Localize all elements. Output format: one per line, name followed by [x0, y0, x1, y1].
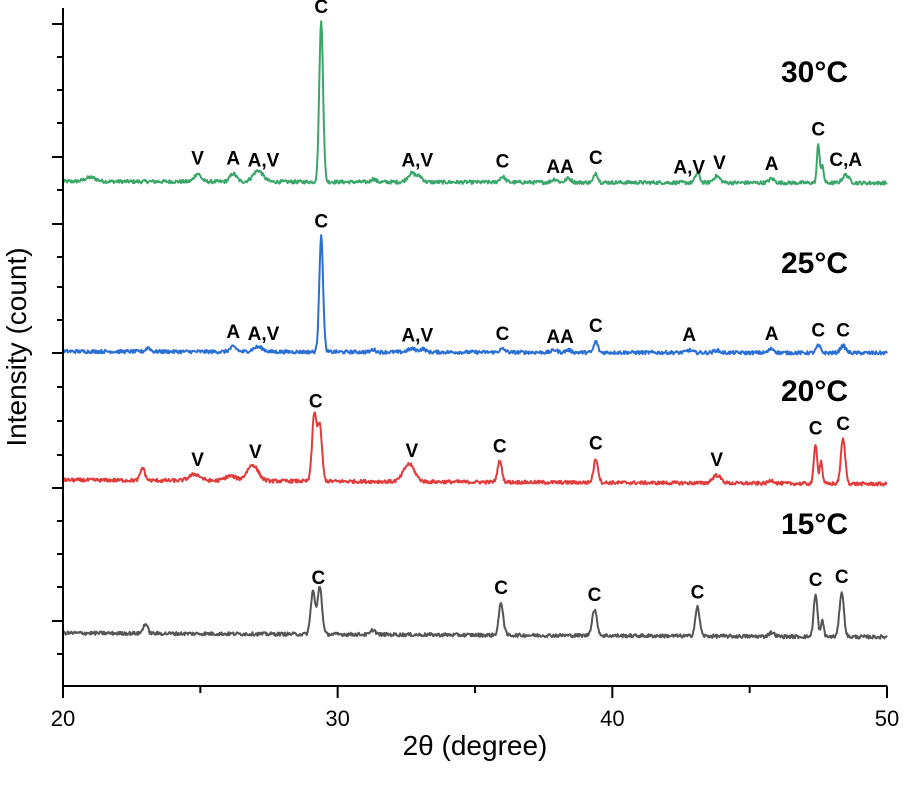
peak-label: C [811, 119, 825, 140]
peak-label: V [710, 450, 723, 471]
peak-label: C [836, 414, 850, 435]
peak-label: C [589, 434, 603, 455]
peak-label: C [493, 436, 507, 457]
peak-label: V [713, 153, 726, 174]
peak-label: C [312, 568, 326, 589]
temperature-label: 25°C [781, 247, 848, 280]
traces-layer [62, 20, 888, 640]
peak-label: V [191, 149, 204, 170]
peak-label: C [496, 152, 510, 173]
peak-label: A,V [673, 158, 705, 179]
peak-label: AA [546, 327, 574, 348]
peak-label: A [765, 154, 779, 175]
peak-label: C [809, 570, 823, 591]
series-line-20°C [62, 411, 888, 487]
peak-label: C [309, 392, 323, 413]
temperature-label: 30°C [781, 56, 848, 89]
peak-label: A,V [248, 151, 280, 172]
axes-layer: 20 30 40 50 [51, 8, 899, 731]
y-ticks [52, 23, 63, 655]
temperature-label: 15°C [781, 508, 848, 541]
peak-label: C [836, 321, 850, 342]
series-line-30°C [62, 20, 888, 186]
peak-label: C [691, 582, 705, 603]
x-axis-title: 2θ (degree) [403, 730, 548, 761]
peak-label: C [588, 585, 602, 606]
peak-label: A,V [401, 151, 433, 172]
y-axis-title: Intensity (count) [1, 247, 32, 446]
peak-label: A [226, 322, 240, 343]
peak-label: A,V [248, 324, 280, 345]
peak-label: C [809, 419, 823, 440]
peak-label: C [835, 567, 849, 588]
peak-labels-layer: V A A,VCA,V C AA C A,V V ACC,AA A,VCA,V C AAC A A C CV V… [191, 0, 862, 606]
x-tick-label: 50 [875, 706, 899, 731]
peak-label: A [765, 324, 779, 345]
peak-label: A [226, 149, 240, 170]
series-line-15°C [62, 585, 888, 640]
peak-label: C,A [829, 150, 862, 171]
peak-label: C [811, 321, 825, 342]
peak-label: C [314, 212, 328, 233]
peak-label: AA [546, 157, 574, 178]
x-ticks: 20 30 40 50 [51, 686, 899, 731]
peak-label: C [494, 578, 508, 599]
peak-label: A [682, 325, 696, 346]
x-tick-label: 20 [51, 706, 75, 731]
peak-label: C [314, 0, 328, 18]
series-line-25°C [62, 234, 888, 356]
peak-label: A,V [401, 325, 433, 346]
temperature-labels-layer: 30°C 25°C 20°C 15°C [781, 56, 848, 541]
peak-label: V [405, 441, 418, 462]
x-tick-label: 30 [325, 706, 349, 731]
peak-label: V [191, 450, 204, 471]
peak-label: C [589, 316, 603, 337]
peak-label: C [589, 148, 603, 169]
peak-label: V [249, 442, 262, 463]
temperature-label: 20°C [781, 375, 848, 408]
peak-label: C [496, 324, 510, 345]
x-tick-label: 40 [600, 706, 624, 731]
